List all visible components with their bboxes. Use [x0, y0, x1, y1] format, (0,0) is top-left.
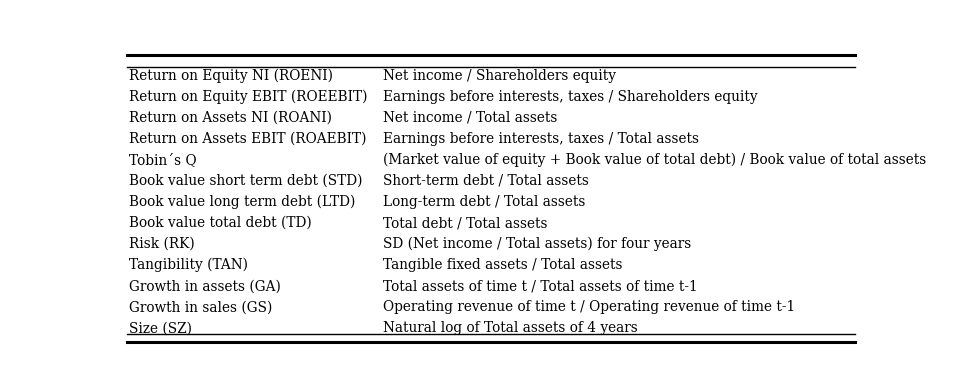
Text: Net income / Total assets: Net income / Total assets [383, 111, 558, 125]
Text: Size (SZ): Size (SZ) [128, 321, 192, 335]
Text: Natural log of Total assets of 4 years: Natural log of Total assets of 4 years [383, 321, 638, 335]
Text: Total debt / Total assets: Total debt / Total assets [383, 216, 548, 230]
Text: Return on Assets EBIT (ROAEBIT): Return on Assets EBIT (ROAEBIT) [128, 132, 366, 146]
Text: Book value total debt (TD): Book value total debt (TD) [128, 216, 311, 230]
Text: Growth in assets (GA): Growth in assets (GA) [128, 279, 281, 293]
Text: Tangibility (TAN): Tangibility (TAN) [128, 258, 248, 272]
Text: SD (Net income / Total assets) for four years: SD (Net income / Total assets) for four … [383, 237, 692, 251]
Text: Long-term debt / Total assets: Long-term debt / Total assets [383, 195, 585, 209]
Text: Tangible fixed assets / Total assets: Tangible fixed assets / Total assets [383, 258, 623, 272]
Text: Earnings before interests, taxes / Total assets: Earnings before interests, taxes / Total… [383, 132, 699, 146]
Text: Earnings before interests, taxes / Shareholders equity: Earnings before interests, taxes / Share… [383, 90, 758, 104]
Text: Return on Equity NI (ROENI): Return on Equity NI (ROENI) [128, 69, 332, 83]
Text: (Market value of equity + Book value of total debt) / Book value of total assets: (Market value of equity + Book value of … [383, 153, 926, 167]
Text: Total assets of time t / Total assets of time t-1: Total assets of time t / Total assets of… [383, 279, 698, 293]
Text: Return on Equity EBIT (ROEEBIT): Return on Equity EBIT (ROEEBIT) [128, 90, 367, 104]
Text: Short-term debt / Total assets: Short-term debt / Total assets [383, 174, 589, 188]
Text: Growth in sales (GS): Growth in sales (GS) [128, 300, 272, 314]
Text: Operating revenue of time t / Operating revenue of time t-1: Operating revenue of time t / Operating … [383, 300, 795, 314]
Text: Net income / Shareholders equity: Net income / Shareholders equity [383, 69, 616, 83]
Text: Return on Assets NI (ROANI): Return on Assets NI (ROANI) [128, 111, 331, 125]
Text: Book value short term debt (STD): Book value short term debt (STD) [128, 174, 362, 188]
Text: Risk (RK): Risk (RK) [128, 237, 194, 251]
Text: Book value long term debt (LTD): Book value long term debt (LTD) [128, 195, 355, 209]
Text: Tobin´s Q: Tobin´s Q [128, 153, 196, 167]
